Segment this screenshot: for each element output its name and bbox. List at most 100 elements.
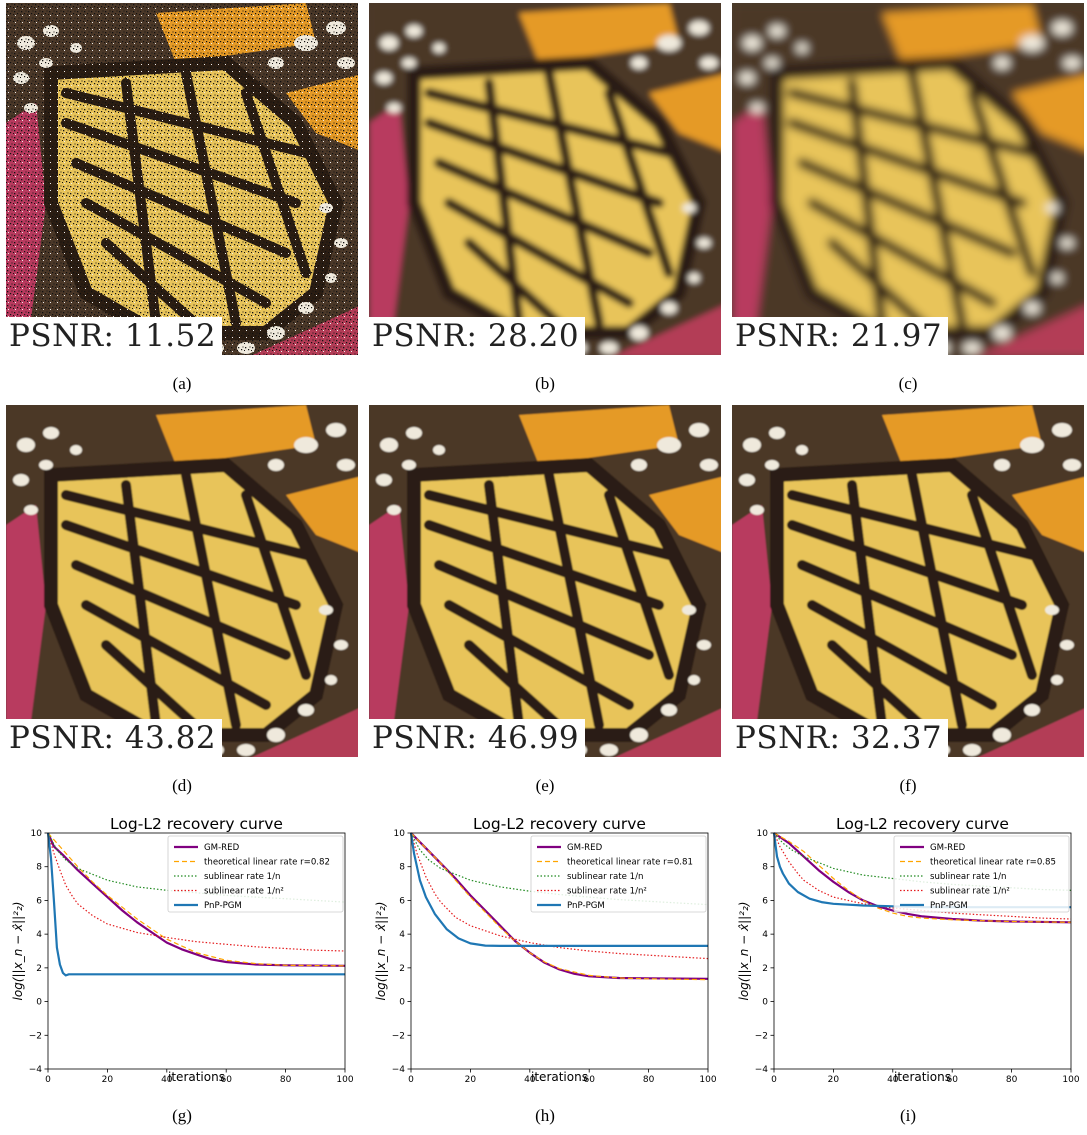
chart-svg: Log-L2 recovery curve 0 20 40 60 80 100 −4 −2 0 2 4…: [11, 815, 354, 1085]
subfigure-caption: (b): [535, 374, 555, 393]
legend-entry: theoretical linear rate r=0.82: [204, 858, 330, 868]
y-tick-label: 2: [762, 964, 768, 974]
chart-title: Log-L2 recovery curve: [110, 815, 283, 833]
x-tick-label: 0: [45, 1075, 51, 1085]
log-l2-recovery-chart: Log-L2 recovery curve 0 20 40 60 80 100 −4 −2 0 2 4…: [726, 0, 1087, 1135]
series-line-2: [47, 832, 346, 967]
y-tick-label: 8: [399, 863, 405, 873]
x-tick-label: 60: [220, 1075, 232, 1085]
y-tick-label: 0: [399, 998, 405, 1008]
x-axis-label: iterations: [168, 1070, 225, 1084]
y-tick-label: −2: [29, 1031, 42, 1041]
x-tick-label: 40: [887, 1075, 899, 1085]
x-axis-label: iterations: [531, 1070, 588, 1084]
legend-entry: PnP-PGM: [930, 901, 968, 911]
legend-entry: GM-RED: [567, 843, 603, 853]
x-tick-label: 0: [771, 1075, 777, 1085]
y-tick-label: 8: [36, 863, 42, 873]
psnr-label: PSNR: 46.99: [369, 719, 586, 757]
plot-frame: [410, 832, 709, 1070]
y-tick-label: −2: [392, 1031, 405, 1041]
psnr-label: PSNR: 32.37: [732, 719, 949, 757]
subfigure-caption: (c): [898, 374, 918, 393]
x-tick-label: 20: [465, 1075, 477, 1085]
y-axis-label: log(||x_n − x̂||²₂): [11, 902, 25, 1001]
x-tick-label: 100: [1062, 1075, 1079, 1085]
legend-entry: sublinear rate 1/n²: [567, 887, 647, 897]
legend-entry: theoretical linear rate r=0.85: [930, 858, 1056, 868]
y-tick-label: 10: [757, 829, 769, 839]
butterfly-image-panel: PSNR: 11.52: [6, 3, 358, 355]
chart-title: Log-L2 recovery curve: [473, 815, 646, 833]
log-l2-recovery-chart: Log-L2 recovery curve 0 20 40 60 80 100 −4 −2 0 2 4…: [363, 0, 725, 1135]
psnr-label: PSNR: 21.97: [732, 317, 949, 355]
x-tick-label: 80: [1006, 1075, 1018, 1085]
y-tick-label: −4: [755, 1065, 769, 1075]
x-tick-label: 40: [161, 1075, 173, 1085]
y-tick-label: 4: [36, 930, 42, 940]
series-line-5: [772, 832, 1071, 909]
y-tick-label: 6: [399, 896, 405, 906]
y-tick-label: 0: [36, 998, 42, 1008]
y-tick-label: 10: [394, 829, 406, 839]
series-line-3: [410, 832, 709, 906]
y-tick-label: 4: [762, 930, 768, 940]
y-tick-label: −2: [755, 1031, 768, 1041]
x-tick-label: 60: [583, 1075, 595, 1085]
legend-entry: sublinear rate 1/n: [930, 872, 1006, 882]
y-tick-label: −4: [29, 1065, 43, 1075]
butterfly-image-panel: PSNR: 46.99: [369, 405, 721, 757]
subfigure-caption: (a): [172, 374, 192, 393]
subfigure-caption: (i): [899, 1106, 917, 1125]
y-tick-label: 2: [399, 964, 405, 974]
x-tick-label: 40: [524, 1075, 536, 1085]
x-tick-label: 20: [828, 1075, 840, 1085]
x-tick-label: 100: [699, 1075, 716, 1085]
series-line-5: [409, 832, 708, 948]
subfigure-caption: (d): [172, 776, 192, 795]
y-axis-label: log(||x_n − x̂||²₂): [374, 902, 388, 1001]
legend-entry: GM-RED: [204, 843, 240, 853]
legend-entry: sublinear rate 1/n²: [930, 887, 1010, 897]
series-line-5: [46, 832, 345, 977]
psnr-label: PSNR: 11.52: [6, 317, 223, 355]
legend-box: [893, 835, 1070, 913]
y-tick-label: 2: [36, 964, 42, 974]
butterfly-image-panel: PSNR: 21.97: [732, 3, 1084, 355]
psnr-label: PSNR: 28.20: [369, 317, 586, 355]
legend-entry: PnP-PGM: [567, 901, 605, 911]
series-line-2: [410, 832, 709, 981]
butterfly-image-panel: PSNR: 32.37: [732, 405, 1084, 757]
subfigure-caption: (g): [172, 1106, 192, 1125]
legend-entry: sublinear rate 1/n²: [204, 887, 284, 897]
series-line-4: [773, 832, 1072, 920]
legend-entry: sublinear rate 1/n: [204, 872, 280, 882]
subfigure-caption: (e): [535, 776, 555, 795]
butterfly-wing-image: [6, 3, 358, 355]
chart-svg: Log-L2 recovery curve 0 20 40 60 80 100 −4 −2 0 2 4…: [374, 815, 717, 1085]
y-tick-label: 6: [36, 896, 42, 906]
plot-frame: [773, 832, 1072, 1070]
plot-frame: [47, 832, 346, 1070]
x-tick-label: 100: [336, 1075, 353, 1085]
legend-entry: PnP-PGM: [204, 901, 242, 911]
series-line-4: [410, 832, 709, 960]
chart-title: Log-L2 recovery curve: [836, 815, 1009, 833]
legend-box: [530, 835, 707, 913]
x-tick-label: 80: [643, 1075, 655, 1085]
chart-svg: Log-L2 recovery curve 0 20 40 60 80 100 −4 −2 0 2 4…: [737, 815, 1080, 1085]
x-tick-label: 80: [280, 1075, 292, 1085]
y-tick-label: 8: [762, 863, 768, 873]
butterfly-image-panel: PSNR: 28.20: [369, 3, 721, 355]
x-tick-label: 60: [946, 1075, 958, 1085]
y-axis-label: log(||x_n − x̂||²₂): [737, 902, 751, 1001]
x-tick-label: 20: [102, 1075, 114, 1085]
series-line-1: [46, 832, 346, 967]
psnr-label: PSNR: 43.82: [6, 719, 223, 757]
y-tick-label: 4: [399, 930, 405, 940]
y-tick-label: 6: [762, 896, 768, 906]
subfigure-caption: (h): [535, 1106, 555, 1125]
legend-box: [167, 835, 344, 913]
legend-entry: sublinear rate 1/n: [567, 872, 643, 882]
butterfly-image-panel: PSNR: 43.82: [6, 405, 358, 757]
